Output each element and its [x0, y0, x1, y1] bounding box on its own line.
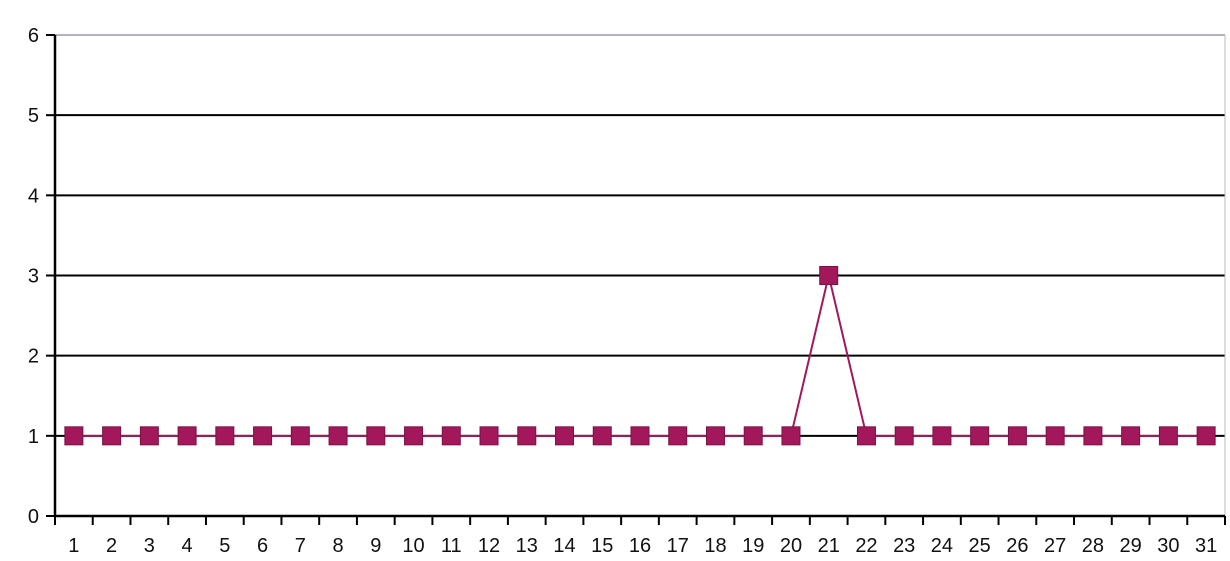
x-tick-label: 7 [295, 535, 306, 557]
data-point-marker [856, 426, 876, 446]
x-tick-label: 5 [219, 535, 230, 557]
x-tick-label: 14 [553, 535, 575, 557]
data-point-marker [479, 426, 499, 446]
data-point-marker [517, 426, 537, 446]
x-tick-label: 4 [182, 535, 193, 557]
x-tick-label: 23 [893, 535, 915, 557]
x-tick-label: 29 [1120, 535, 1142, 557]
series [64, 266, 1216, 446]
x-tick-label: 20 [780, 535, 802, 557]
data-point-marker [328, 426, 348, 446]
x-tick-label: 28 [1082, 535, 1104, 557]
y-tick-label: 6 [28, 25, 39, 47]
data-point-marker [441, 426, 461, 446]
x-tick-label: 1 [68, 535, 79, 557]
data-point-marker [366, 426, 386, 446]
x-tick-label: 25 [969, 535, 991, 557]
axes [46, 34, 1226, 525]
data-point-marker [177, 426, 197, 446]
x-tick-label: 9 [370, 535, 381, 557]
data-point-marker [290, 426, 310, 446]
data-point-marker [1158, 426, 1178, 446]
x-tick-label: 13 [516, 535, 538, 557]
x-tick-label: 16 [629, 535, 651, 557]
y-tick-labels: 0 1 2 3 4 5 6 [28, 25, 39, 528]
x-tick-label: 2 [106, 535, 117, 557]
data-point-marker [555, 426, 575, 446]
data-point-marker [592, 426, 612, 446]
x-tick-label: 31 [1195, 535, 1217, 557]
data-point-marker [743, 426, 763, 446]
y-tick-label: 2 [28, 346, 39, 368]
x-tick-label: 3 [144, 535, 155, 557]
x-tick-label: 26 [1006, 535, 1028, 557]
x-tick-label: 6 [257, 535, 268, 557]
x-tick-label: 8 [333, 535, 344, 557]
data-point-marker [668, 426, 688, 446]
data-point-marker [1121, 426, 1141, 446]
data-point-marker [894, 426, 914, 446]
x-tick-labels: 1 2 3 4 5 6 7 8 9 10 11 12 13 14 15 16 17 18 19 20 21 22 23 24 2… [68, 535, 1217, 557]
x-tick-label: 18 [704, 535, 726, 557]
y-tick-label: 0 [28, 506, 39, 528]
gridlines [55, 114, 1225, 437]
x-tick-label: 12 [478, 535, 500, 557]
data-point-marker [932, 426, 952, 446]
data-point-marker [705, 426, 725, 446]
data-point-marker [64, 426, 84, 446]
data-point-marker [1083, 426, 1103, 446]
x-tick-label: 30 [1157, 535, 1179, 557]
data-point-marker [215, 426, 235, 446]
y-tick-label: 1 [28, 426, 39, 448]
x-tick-label: 24 [931, 535, 953, 557]
data-point-marker [970, 426, 990, 446]
x-tick-label: 17 [667, 535, 689, 557]
data-point-marker [1007, 426, 1027, 446]
y-tick-label: 5 [28, 105, 39, 127]
data-point-marker [404, 426, 424, 446]
x-tick-label: 27 [1044, 535, 1066, 557]
data-point-marker [819, 266, 839, 285]
data-point-marker [781, 426, 801, 446]
y-tick-label: 3 [28, 266, 39, 288]
y-tick-label: 4 [28, 185, 39, 207]
data-point-marker [630, 426, 650, 446]
x-tick-label: 21 [818, 535, 840, 557]
data-point-marker [139, 426, 159, 446]
data-point-marker [253, 426, 273, 446]
x-tick-label: 19 [742, 535, 764, 557]
x-tick-label: 10 [402, 535, 424, 557]
x-tick-label: 22 [855, 535, 877, 557]
x-tick-label: 11 [441, 535, 462, 557]
x-tick-label: 15 [591, 535, 613, 557]
data-point-marker [1045, 426, 1065, 446]
data-point-marker [1196, 426, 1216, 446]
data-point-marker [102, 426, 122, 446]
